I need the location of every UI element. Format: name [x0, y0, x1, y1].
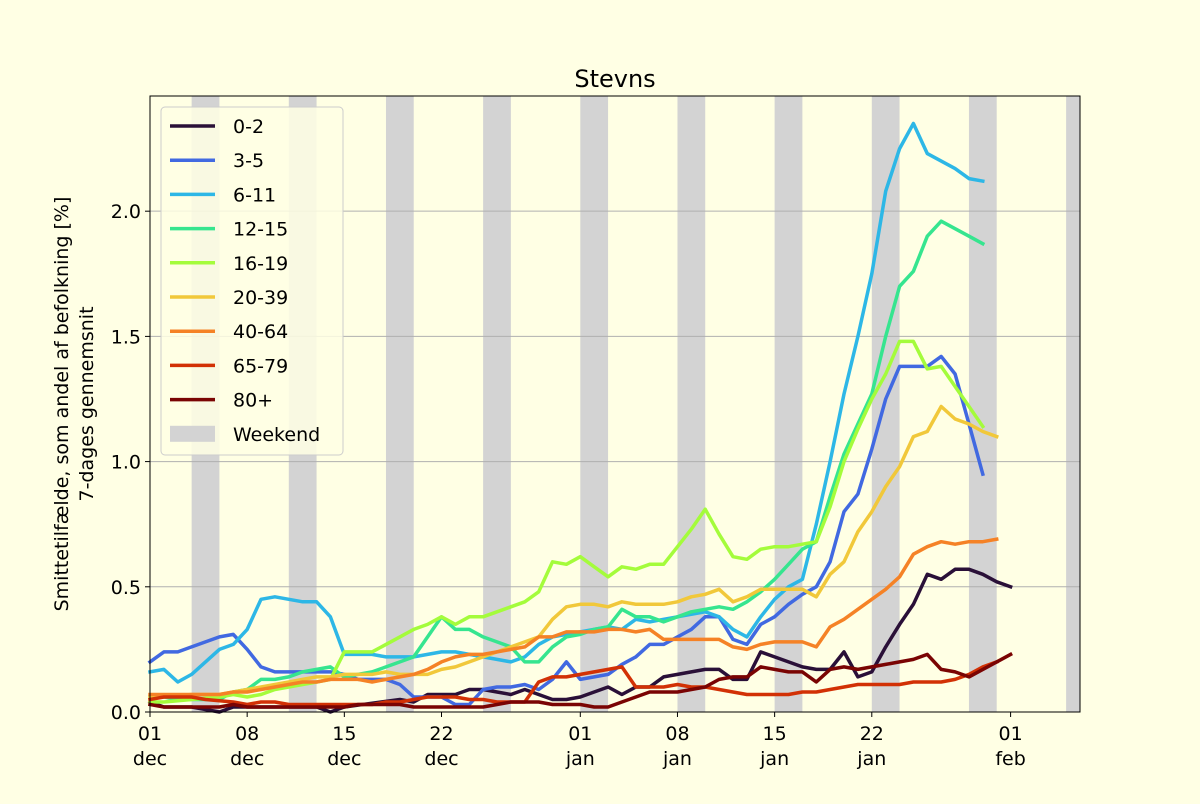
x-tick-label-month: dec	[230, 748, 264, 770]
weekend-band	[580, 96, 609, 712]
x-tick-label-month: dec	[133, 748, 167, 770]
legend-label-weekend: Weekend	[233, 424, 320, 446]
x-tick-label-day: 15	[332, 723, 356, 745]
x-tick-label-day: 22	[429, 723, 453, 745]
weekend-band	[1066, 96, 1080, 712]
legend-label-80+: 80+	[233, 390, 273, 412]
x-tick-label-day: 01	[568, 723, 592, 745]
x-tick-label-day: 01	[999, 723, 1023, 745]
y-axis-label-line2: 7-dages gennemsnit	[76, 306, 98, 501]
x-axis: 01 dec 08 dec 15 dec 22 dec 01 jan 08 jan 15 jan 22 jan…	[133, 712, 1026, 770]
x-tick-label-month: jan	[759, 748, 789, 770]
series-line-80+	[147, 652, 1013, 709]
weekend-band	[968, 96, 997, 712]
x-tick-label-day: 22	[860, 723, 884, 745]
y-tick-label: 2.0	[111, 201, 141, 223]
weekend-band	[774, 96, 803, 712]
legend-label-65-79: 65-79	[233, 355, 288, 377]
x-tick-label-day: 15	[763, 723, 787, 745]
series-line-20-39	[148, 404, 999, 699]
x-tick-label-month: dec	[327, 748, 361, 770]
y-axis: 0.0 0.5 1.0 1.5 2.0	[111, 201, 150, 724]
plot-frame	[149, 95, 1081, 713]
series-lines	[147, 121, 1013, 714]
y-tick-label: 0.0	[111, 702, 141, 724]
series-line-6-11	[147, 121, 985, 684]
x-tick-label-day: 08	[665, 723, 689, 745]
series-line-65-79	[147, 659, 999, 707]
series-line-3-5	[147, 354, 985, 707]
series-line-12-15	[148, 219, 986, 702]
legend-label-3-5: 3-5	[233, 150, 264, 172]
legend-label-20-39: 20-39	[233, 287, 288, 309]
x-tick-label-month: jan	[856, 748, 886, 770]
x-tick-label-month: jan	[565, 748, 595, 770]
x-tick-label-day: 08	[235, 723, 259, 745]
weekend-band	[483, 96, 511, 712]
legend-label-40-64: 40-64	[233, 321, 288, 343]
legend: 0-2 3-5 6-11 12-15 16-19 20-39 40-64 65-79 80+ We…	[160, 106, 344, 456]
legend-label-6-11: 6-11	[233, 184, 276, 206]
weekend-band	[385, 96, 414, 712]
x-tick-label-month: jan	[662, 748, 692, 770]
legend-label-0-2: 0-2	[233, 116, 264, 138]
chart-title: Stevns	[574, 65, 655, 93]
legend-swatch-weekend	[170, 425, 215, 442]
x-tick-label-day: 01	[138, 723, 162, 745]
series-line-40-64	[148, 537, 999, 697]
y-tick-label: 1.5	[111, 326, 141, 348]
y-tick-label: 0.5	[111, 577, 141, 599]
legend-label-12-15: 12-15	[233, 219, 288, 241]
legend-label-16-19: 16-19	[233, 253, 288, 275]
x-tick-label-month: dec	[424, 748, 458, 770]
y-tick-label: 1.0	[111, 452, 141, 474]
y-axis-label-line1: Smittetilfælde, som andel af befolkning …	[51, 197, 73, 612]
x-tick-label-month: feb	[995, 748, 1025, 770]
